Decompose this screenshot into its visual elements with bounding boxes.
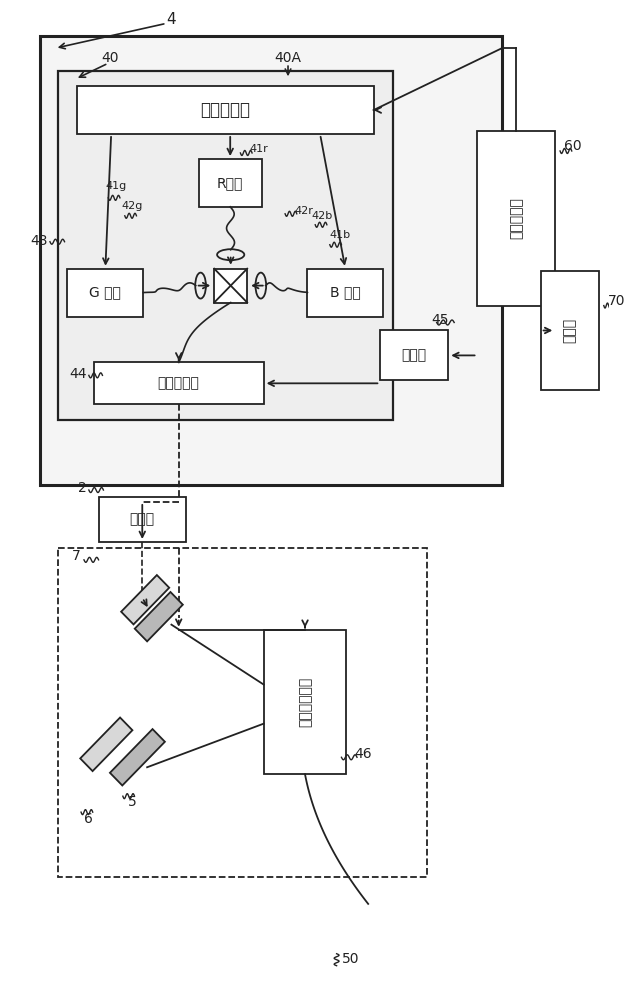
Text: 70: 70: [608, 294, 625, 308]
Text: 4: 4: [167, 12, 176, 27]
Bar: [58, 71, 393, 420]
Text: 系统控制部: 系统控制部: [509, 197, 523, 239]
Text: G 光源: G 光源: [89, 286, 121, 300]
Bar: [381, 330, 448, 380]
Text: 45: 45: [431, 314, 448, 328]
Bar: [541, 271, 599, 390]
Text: 光源控制部: 光源控制部: [201, 101, 251, 119]
Text: R光源: R光源: [217, 176, 243, 190]
Text: 60: 60: [564, 139, 581, 153]
Bar: [58, 548, 427, 877]
Text: 41r: 41r: [249, 144, 268, 154]
Text: 光调制元件: 光调制元件: [158, 376, 199, 390]
Polygon shape: [121, 575, 169, 624]
Text: 43: 43: [31, 234, 48, 248]
Bar: [99, 497, 186, 542]
Text: 40: 40: [101, 51, 119, 65]
Text: 44: 44: [69, 367, 87, 381]
Bar: [40, 36, 502, 485]
Text: 6: 6: [84, 812, 93, 826]
Polygon shape: [110, 729, 165, 785]
Bar: [77, 86, 374, 134]
Bar: [214, 269, 248, 303]
Text: 40A: 40A: [274, 51, 301, 65]
Bar: [94, 362, 264, 404]
Text: 42r: 42r: [295, 206, 314, 216]
Text: 41g: 41g: [106, 181, 127, 191]
Bar: [308, 269, 383, 317]
Bar: [199, 159, 262, 207]
Bar: [478, 131, 555, 306]
Bar: [68, 269, 143, 317]
Text: 5: 5: [128, 795, 137, 809]
Polygon shape: [135, 592, 183, 641]
Text: B 光源: B 光源: [330, 286, 361, 300]
Text: 42b: 42b: [311, 211, 332, 221]
Polygon shape: [80, 718, 132, 771]
Text: 驱动部: 驱动部: [402, 348, 427, 362]
Text: 46: 46: [354, 747, 372, 761]
Text: 7: 7: [72, 549, 81, 563]
Text: 41b: 41b: [329, 230, 350, 240]
Text: 2: 2: [78, 481, 87, 495]
Text: 投影光学系统: 投影光学系统: [298, 677, 312, 727]
Bar: [264, 630, 346, 774]
Text: 操作部: 操作部: [562, 318, 577, 343]
Text: 42g: 42g: [122, 201, 143, 211]
Text: 投镜匣: 投镜匣: [130, 512, 155, 526]
Text: 50: 50: [342, 952, 360, 966]
